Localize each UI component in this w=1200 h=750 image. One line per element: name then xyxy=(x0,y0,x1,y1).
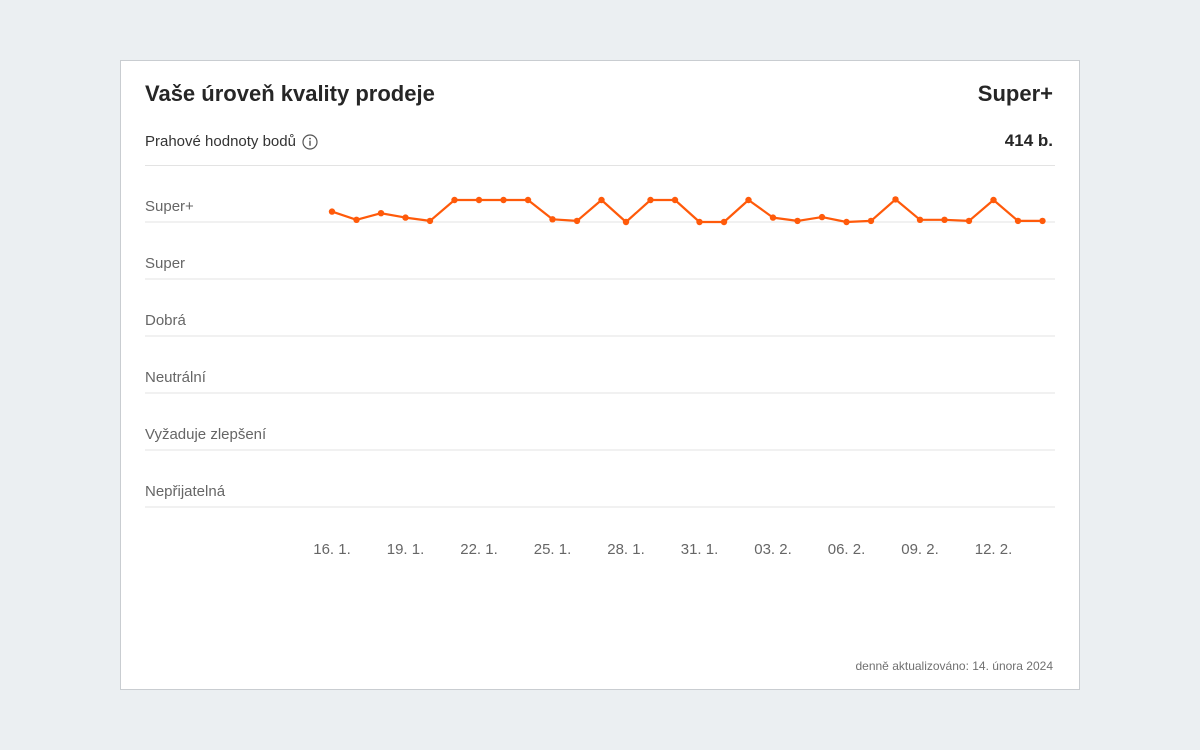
data-point xyxy=(916,216,924,223)
level-label: Super+ xyxy=(145,198,194,215)
quality-card: Vaše úroveň kvality prodeje Super+ Praho… xyxy=(120,60,1080,690)
data-point xyxy=(696,218,703,226)
card-title: Vaše úroveň kvality prodeje xyxy=(145,81,435,106)
data-point xyxy=(500,196,507,204)
data-point xyxy=(573,217,581,225)
data-point xyxy=(671,196,679,204)
data-point xyxy=(990,196,997,204)
level-label: Dobrá xyxy=(145,312,187,329)
data-point xyxy=(451,196,458,204)
x-tick-label: 22. 1. xyxy=(460,541,498,558)
data-point xyxy=(426,217,434,225)
data-point xyxy=(377,210,385,217)
x-tick-label: 16. 1. xyxy=(313,541,351,558)
x-tick-label: 03. 2. xyxy=(754,541,792,558)
quality-chart: Super+ Super Dobrá Neutrální Vyžaduje zlepše… xyxy=(145,196,1055,558)
data-point xyxy=(794,217,801,225)
x-tick-label: 12. 2. xyxy=(975,541,1013,558)
data-point xyxy=(524,196,532,204)
data-point xyxy=(402,214,409,221)
points-value: 414 b. xyxy=(1004,131,1053,150)
level-label: Vyžaduje zlepšení xyxy=(145,426,267,443)
data-point xyxy=(475,196,483,204)
x-tick-label: 09. 2. xyxy=(901,541,939,558)
data-point xyxy=(818,213,826,221)
level-label: Nepřijatelná xyxy=(145,483,226,500)
data-point xyxy=(622,218,630,226)
current-level: Super+ xyxy=(977,81,1053,106)
data-point xyxy=(328,208,336,215)
series-line xyxy=(331,198,1043,224)
data-point xyxy=(598,196,605,204)
update-label: denně aktualizováno: xyxy=(855,659,969,673)
threshold-row: Prahové hodnoty bodů xyxy=(145,133,318,150)
info-icon[interactable] xyxy=(302,133,318,150)
data-point xyxy=(647,196,654,204)
data-point xyxy=(965,217,973,225)
data-point xyxy=(892,196,899,203)
data-point xyxy=(1014,217,1022,225)
data-point xyxy=(867,217,875,225)
data-point xyxy=(720,218,728,226)
update-date: 14. února 2024 xyxy=(972,659,1053,673)
x-tick-label: 31. 1. xyxy=(681,541,719,558)
level-label: Super xyxy=(145,255,185,272)
data-point xyxy=(769,214,777,221)
level-label: Neutrální xyxy=(145,369,207,386)
update-note: denně aktualizováno: 14. února 2024 xyxy=(855,659,1053,673)
x-tick-label: 28. 1. xyxy=(607,541,645,558)
data-point xyxy=(941,216,948,223)
threshold-label: Prahové hodnoty bodů xyxy=(145,133,296,150)
data-point xyxy=(549,216,556,223)
data-point xyxy=(745,196,752,204)
data-point xyxy=(1039,217,1046,225)
data-point xyxy=(353,216,360,223)
header-divider xyxy=(145,165,1055,166)
data-point xyxy=(843,218,850,226)
x-tick-label: 19. 1. xyxy=(387,541,425,558)
x-tick-label: 06. 2. xyxy=(828,541,866,558)
x-tick-label: 25. 1. xyxy=(534,541,572,558)
